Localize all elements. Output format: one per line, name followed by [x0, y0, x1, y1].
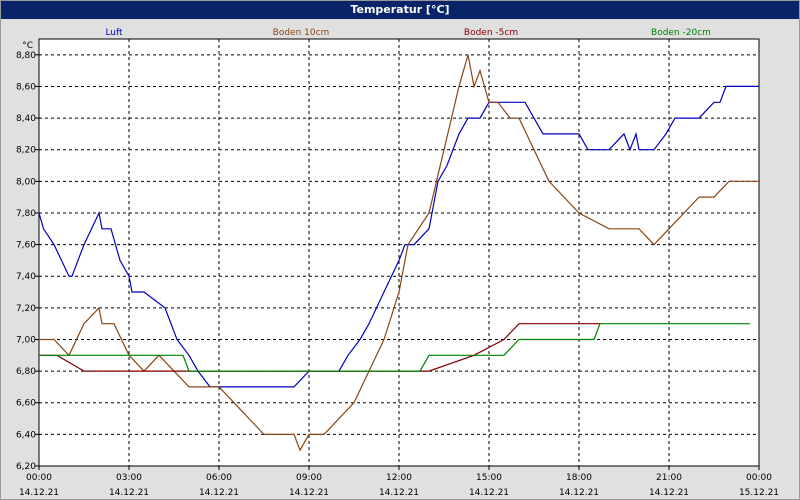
- y-tick-label: 7,60: [16, 241, 36, 251]
- y-tick-label: 7,40: [16, 272, 36, 282]
- x-tick-time: 00:00: [746, 473, 772, 483]
- x-tick-time: 18:00: [566, 473, 592, 483]
- x-tick-date: 14.12.21: [379, 488, 419, 498]
- legend-entry: Boden 10cm: [273, 28, 330, 38]
- series-line-4: [39, 323, 750, 372]
- x-tick-date: 14.12.21: [19, 488, 59, 498]
- temperature-chart: 8,80 8,60 8,40 8,20 8,00 7,80 7,60 7,40 7,20 7,00…: [16, 28, 779, 498]
- y-tick-label: 8,20: [16, 146, 36, 156]
- y-tick-label: 7,00: [16, 335, 36, 345]
- x-tick-date: 14.12.21: [559, 488, 599, 498]
- x-tick-time: 21:00: [656, 473, 682, 483]
- legend-entry: Luft: [105, 28, 123, 38]
- series-line-1: [38, 85, 759, 388]
- x-tick-date: 14.12.21: [469, 488, 509, 498]
- x-tick-time: 00:00: [26, 473, 52, 483]
- series-line-2: [39, 54, 759, 452]
- x-tick-time: 03:00: [116, 473, 142, 483]
- x-tick-time: 12:00: [386, 473, 412, 483]
- y-axis-label: °C: [22, 41, 33, 51]
- x-tick-time: 15:00: [476, 473, 502, 483]
- x-tick-date: 14.12.21: [289, 488, 329, 498]
- x-tick-time: 06:00: [206, 473, 232, 483]
- legend-entry: Boden -20cm: [651, 28, 711, 38]
- x-tick-date: 15.12.21: [739, 488, 779, 498]
- x-tick-date: 14.12.21: [649, 488, 689, 498]
- y-tick-label: 6,80: [16, 367, 36, 377]
- y-tick-label: 6,40: [16, 430, 36, 440]
- y-tick-label: 8,00: [16, 177, 36, 187]
- x-tick-date: 14.12.21: [109, 488, 149, 498]
- y-tick-label: 7,20: [16, 304, 36, 314]
- y-tick-label: 6,60: [16, 399, 36, 409]
- window-title: Temperatur [°C]: [1, 1, 799, 19]
- y-tick-label: 7,80: [16, 209, 36, 219]
- x-tick-time: 09:00: [296, 473, 322, 483]
- y-tick-label: 8,80: [16, 51, 36, 61]
- y-tick-label: 6,20: [16, 462, 36, 472]
- x-tick-date: 14.12.21: [199, 488, 239, 498]
- legend-entry: Boden -5cm: [464, 28, 518, 38]
- y-tick-label: 8,40: [16, 114, 36, 124]
- y-tick-label: 8,60: [16, 82, 36, 92]
